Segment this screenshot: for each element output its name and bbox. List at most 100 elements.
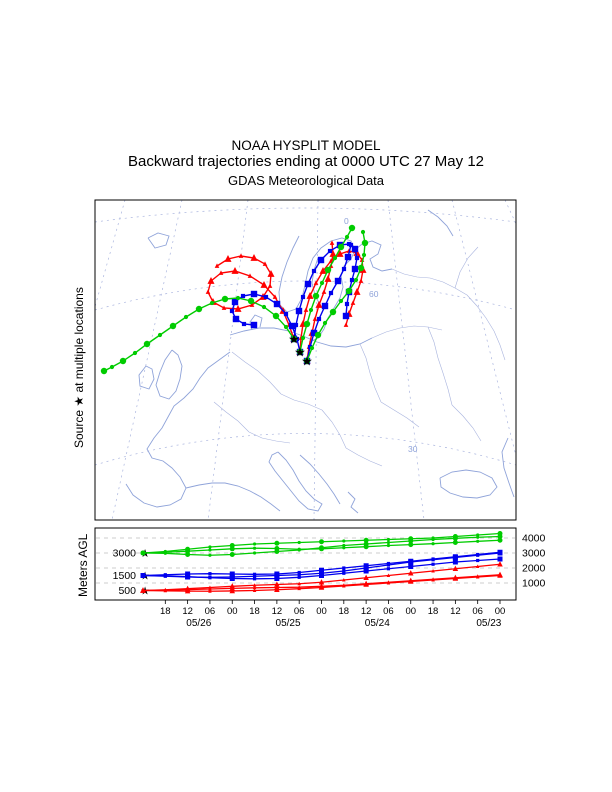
- country-border-path: [213, 401, 250, 433]
- square-marker: [295, 307, 303, 315]
- square-marker: [341, 266, 347, 272]
- height-series-500m-3: [140, 561, 503, 593]
- square-marker: [476, 558, 480, 563]
- graticule-line: [95, 280, 516, 311]
- circle-marker: [185, 552, 191, 557]
- triangle-marker: [184, 585, 191, 591]
- square-marker: [431, 562, 435, 566]
- map-trajectory-3000m-2: [296, 224, 356, 356]
- triangle-marker: [358, 278, 364, 283]
- triangle-marker: [208, 589, 212, 593]
- circle-marker: [408, 536, 414, 542]
- circle-marker: [357, 264, 365, 272]
- map-trajectory-3000m-3: [303, 229, 369, 365]
- hour-tick-label: 18: [249, 606, 260, 617]
- circle-marker: [476, 539, 480, 543]
- triangle-marker: [274, 581, 280, 587]
- graticule-label: 30: [408, 444, 418, 454]
- triangle-marker: [252, 585, 257, 590]
- circle-marker: [386, 540, 391, 545]
- hour-tick-label: 06: [383, 606, 394, 617]
- country-border-path: [248, 431, 291, 444]
- triangle-marker: [208, 585, 212, 589]
- circle-marker: [345, 287, 353, 295]
- triangle-marker: [207, 277, 215, 284]
- country-border-path: [451, 404, 482, 442]
- triangle-marker: [475, 564, 480, 568]
- country-border-path: [454, 246, 479, 289]
- circle-marker: [319, 280, 325, 286]
- square-marker: [163, 573, 167, 577]
- circle-marker: [169, 322, 177, 330]
- circle-marker: [208, 553, 212, 557]
- triangle-marker: [321, 289, 327, 294]
- triangle-marker: [343, 322, 349, 327]
- square-marker: [229, 308, 235, 314]
- triangle-marker: [318, 579, 325, 585]
- circle-marker: [324, 266, 332, 274]
- square-marker: [408, 564, 414, 569]
- height-panel-border: [94, 527, 517, 601]
- square-marker: [452, 554, 458, 560]
- graticule-line: [95, 200, 126, 308]
- circle-marker: [296, 348, 304, 356]
- circle-marker: [185, 546, 191, 552]
- square-marker: [342, 566, 346, 570]
- coastline-path: [501, 437, 515, 498]
- circle-marker: [312, 292, 320, 300]
- circle-marker: [452, 534, 458, 539]
- triangle-marker: [350, 300, 356, 305]
- circle-marker: [143, 340, 151, 348]
- triangle-marker: [214, 263, 220, 268]
- triangle-marker: [313, 280, 319, 285]
- coastline-path: [155, 349, 183, 400]
- square-marker: [342, 571, 346, 575]
- triangle-marker: [252, 588, 257, 592]
- circle-marker: [360, 229, 366, 235]
- circle-marker: [261, 304, 267, 310]
- circle-marker: [342, 543, 346, 548]
- triangle-marker: [497, 561, 503, 567]
- triangle-marker: [249, 302, 255, 307]
- circle-marker: [252, 542, 257, 546]
- circle-marker: [297, 540, 301, 545]
- circle-marker: [497, 531, 503, 536]
- triangle-marker: [342, 578, 346, 582]
- graticule-line: [387, 200, 425, 520]
- triangle-marker: [303, 307, 309, 312]
- triangle-marker: [329, 250, 337, 257]
- square-marker: [348, 242, 354, 248]
- triangle-marker: [229, 587, 235, 594]
- coastline-path: [299, 454, 341, 505]
- hour-tick-label: 18: [428, 606, 439, 617]
- square-marker: [208, 572, 212, 576]
- circle-marker: [386, 543, 391, 548]
- square-marker: [311, 268, 317, 274]
- triangle-marker: [234, 305, 242, 312]
- triangle-marker: [329, 240, 335, 245]
- trajectory-line: [306, 244, 352, 362]
- triangle-marker: [342, 584, 346, 588]
- graticule-line: [95, 207, 516, 223]
- circle-marker: [208, 545, 212, 549]
- square-marker: [497, 549, 503, 555]
- europe-basemap: 0 60 30: [95, 200, 516, 520]
- triangle-marker: [224, 255, 232, 262]
- graticule-label: 0: [344, 216, 349, 226]
- graticule-line: [504, 200, 516, 225]
- country-border-path: [345, 447, 383, 467]
- circle-marker: [322, 320, 328, 326]
- triangle-marker: [386, 573, 391, 577]
- triangle-marker: [297, 586, 301, 591]
- trajectory-line: [207, 255, 295, 340]
- source-star: ★: [294, 346, 306, 361]
- square-marker: [386, 567, 391, 571]
- coastline-path: [278, 235, 356, 343]
- square-marker: [452, 559, 458, 565]
- hour-tick-label: 12: [450, 606, 461, 617]
- square-marker: [229, 576, 235, 581]
- square-marker: [252, 577, 257, 581]
- square-marker: [317, 256, 325, 264]
- triangle-marker: [274, 586, 280, 592]
- circle-marker: [314, 331, 322, 339]
